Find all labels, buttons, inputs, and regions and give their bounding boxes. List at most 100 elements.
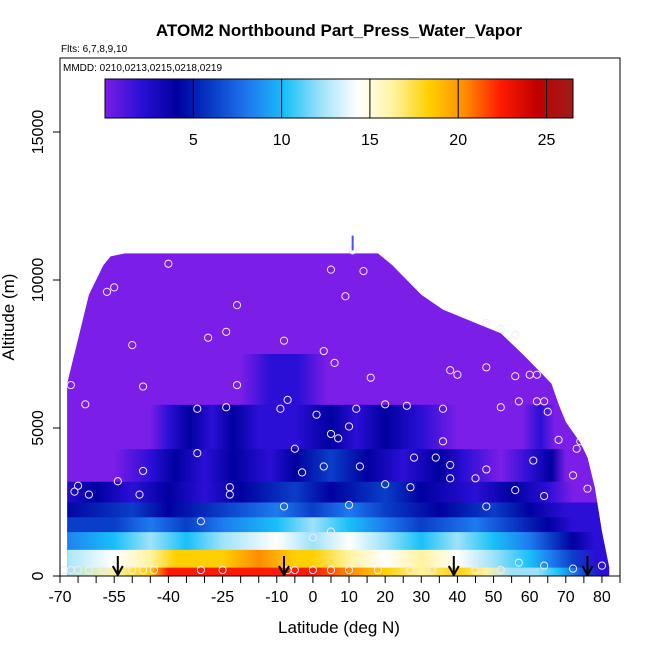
- x-tick-label: -40: [157, 589, 180, 606]
- observation-point: [326, 565, 336, 575]
- observation-point: [113, 477, 122, 486]
- colorbar-tick-label: 15: [361, 132, 379, 149]
- y-tick-label: 5000: [30, 410, 47, 446]
- observation-point: [312, 410, 321, 419]
- observation-point: [308, 533, 318, 542]
- plot-area: [60, 235, 610, 576]
- observation-point: [438, 404, 448, 413]
- heatmap-band: [67, 549, 610, 568]
- heatmap-field: [67, 253, 610, 576]
- x-tick-label: -70: [48, 589, 71, 606]
- observation-point: [218, 565, 227, 575]
- observation-point: [583, 484, 592, 493]
- observation-point: [99, 565, 108, 575]
- observation-point: [482, 363, 491, 372]
- observation-point: [73, 481, 83, 490]
- observation-point: [84, 565, 94, 575]
- observation-point: [496, 324, 505, 333]
- x-tick-label: -10: [265, 589, 288, 606]
- observation-point: [511, 486, 520, 495]
- x-tick-label: 80: [593, 589, 611, 606]
- observation-point: [283, 395, 292, 404]
- x-tick-label: 30: [412, 589, 430, 606]
- observation-point: [366, 373, 375, 382]
- y-tick-label: 10000: [30, 258, 47, 303]
- x-tick-label: -25: [211, 589, 234, 606]
- observation-point: [482, 318, 491, 328]
- observation-point: [402, 401, 411, 410]
- observation-point: [568, 564, 578, 573]
- observation-point: [164, 259, 173, 268]
- observation-point: [532, 370, 542, 379]
- observation-point: [482, 465, 491, 474]
- profile-marker: [447, 556, 460, 576]
- observation-point: [73, 565, 83, 575]
- observation-point: [511, 372, 520, 381]
- flights-label: Flts: 6,7,8,9,10: [61, 44, 128, 55]
- observation-point: [471, 565, 480, 575]
- observation-point: [482, 502, 491, 511]
- heatmap-band: [67, 502, 610, 518]
- observation-point: [446, 366, 455, 375]
- colorbar: 5 10 15 20 25: [104, 78, 574, 149]
- observation-point: [344, 565, 354, 575]
- observation-point: [232, 301, 242, 310]
- observation-point: [341, 292, 350, 301]
- plot-frame: [59, 57, 621, 577]
- y-tick-label: 15000: [30, 110, 47, 155]
- x-tick-label: 50: [485, 589, 503, 606]
- profile-marker-head: [111, 565, 124, 576]
- observation-point: [540, 491, 549, 501]
- y-axis-label: Altitude (m): [0, 274, 18, 361]
- observation-point: [222, 403, 231, 412]
- chart-title: ATOM2 Northbound Part_Press_Water_Vapor: [156, 21, 523, 40]
- observation-point: [60, 565, 68, 575]
- profile-marker-head: [581, 565, 594, 576]
- observation-point: [81, 400, 90, 409]
- observation-point: [514, 558, 523, 567]
- x-tick-label: 60: [521, 589, 539, 606]
- observation-point: [438, 437, 448, 446]
- observation-point: [334, 434, 343, 443]
- profile-marker: [111, 556, 124, 576]
- colorbar-tick-label: 10: [273, 132, 291, 149]
- x-tick-label: 10: [340, 589, 358, 606]
- observation-point: [511, 330, 520, 339]
- heatmap-band: [67, 567, 610, 576]
- heatmap-band: [67, 448, 610, 482]
- observation-point: [279, 502, 289, 511]
- profile-marker: [278, 556, 290, 576]
- observation-point: [409, 453, 419, 462]
- observation-point: [138, 565, 148, 575]
- observation-point: [597, 561, 607, 570]
- heatmap-band: [67, 404, 610, 450]
- observation-point: [540, 561, 549, 570]
- observation-point: [225, 483, 234, 492]
- observation-point: [471, 474, 480, 483]
- observation-point: [572, 444, 581, 453]
- heatmap-band: [67, 354, 610, 405]
- observation-point: [326, 527, 336, 536]
- observation-point: [149, 565, 159, 575]
- colorbar-tick-label: 25: [538, 132, 556, 149]
- observation-point: [204, 333, 213, 342]
- heatmap-band: [67, 531, 610, 550]
- observation-point: [326, 429, 336, 439]
- colorbar-ticks: 5 10 15 20 25: [189, 79, 556, 149]
- observation-point: [543, 407, 552, 416]
- x-axis: -70 -55 -40 -25 -10 0 10 20 30 40 50 60 70 80: [48, 576, 621, 606]
- x-axis-label: Latitude (deg N): [278, 618, 400, 637]
- observation-point: [110, 283, 119, 292]
- observation-point: [529, 456, 538, 465]
- observation-point: [496, 403, 505, 412]
- observation-point: [128, 565, 137, 575]
- observation-point: [359, 267, 368, 276]
- x-tick-label: -55: [103, 589, 126, 606]
- observation-point: [431, 453, 440, 462]
- observation-point: [196, 517, 206, 526]
- observation-point: [406, 565, 415, 575]
- x-tick-label: 70: [557, 589, 575, 606]
- x-tick-label: 40: [449, 589, 467, 606]
- observation-point: [290, 444, 299, 453]
- observation-point: [344, 500, 354, 510]
